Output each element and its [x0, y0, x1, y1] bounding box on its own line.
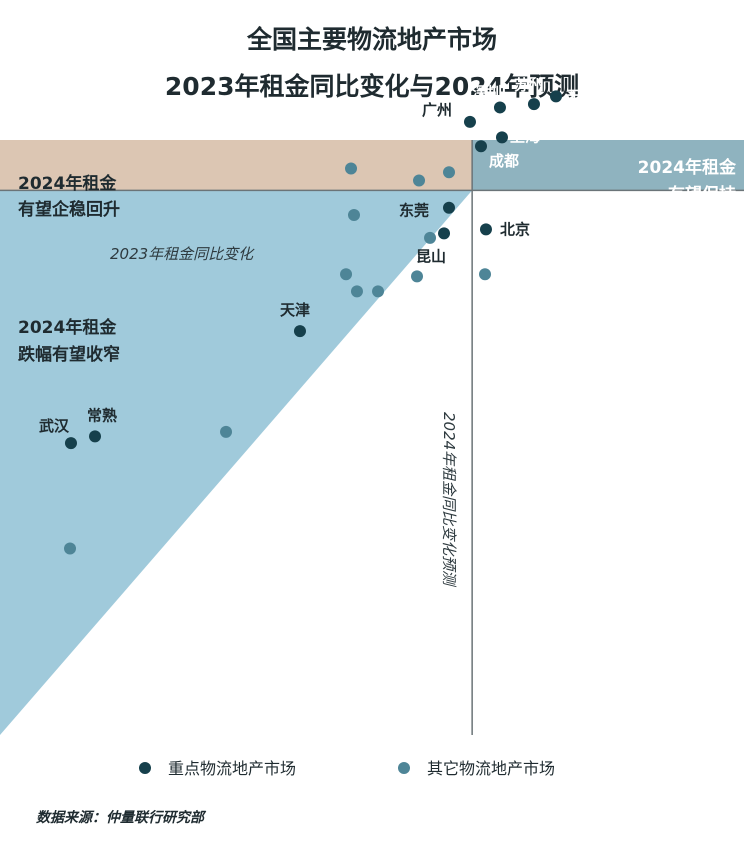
key-market-point-6 [443, 201, 456, 214]
other-market-point-7 [372, 285, 385, 298]
y-axis-label: 2024年租金同比变化预测 [440, 412, 458, 588]
bottom-left-quadrant-label-line-1: 2024年租金 [18, 317, 117, 338]
other-market-point-2 [443, 166, 456, 179]
legend-key-market-label: 重点物流地产市场 [168, 759, 296, 778]
other-market-point-3 [347, 209, 360, 222]
other-market-point-6 [350, 285, 363, 298]
city-label-6: 东莞 [399, 202, 429, 220]
city-label-4: 上海 [510, 127, 540, 145]
city-label-7: 昆山 [416, 247, 446, 265]
other-market-point-4 [424, 231, 437, 244]
chart-title-line-1: 全国主要物流地产市场 [246, 25, 497, 54]
key-market-point-10 [64, 437, 77, 450]
key-market-point-5 [474, 140, 487, 153]
key-market-point-9 [293, 325, 306, 338]
key-market-point-1 [493, 101, 506, 114]
source-note: 数据来源：仲量联行研究部 [36, 809, 207, 826]
key-market-point-11 [89, 430, 102, 443]
other-market-point-5 [340, 268, 353, 281]
top-left-quadrant-label-line-2: 有望企稳回升 [18, 199, 120, 220]
key-markets-series [64, 90, 562, 450]
city-label-9: 天津 [280, 301, 310, 319]
key-market-point-7 [438, 227, 451, 240]
city-label-3: 无锡 [565, 87, 596, 105]
other-market-point-10 [220, 425, 233, 438]
legend-key-market-marker [139, 762, 151, 774]
top-left-quadrant-label-line-1: 2024年租金 [18, 173, 117, 194]
other-market-point-1 [413, 174, 426, 187]
city-label-2: 苏州 [514, 76, 544, 94]
key-market-point-2 [527, 98, 540, 111]
city-label-5: 成都 [489, 152, 519, 170]
top-left-quadrant-band [0, 140, 473, 191]
legend-other-market-label: 其它物流地产市场 [427, 759, 555, 778]
key-market-point-8 [479, 223, 492, 236]
city-label-1: 深圳 [472, 83, 502, 101]
top-right-quadrant-label-line-2: 有望保持 [668, 184, 736, 205]
other-market-point-8 [411, 270, 424, 283]
other-market-point-11 [64, 542, 77, 555]
top-right-quadrant-label-line-3: 正增长 [685, 211, 737, 232]
legend-other-market-marker [398, 762, 410, 774]
bottom-left-triangle-region [0, 190, 473, 735]
other-markets-series [64, 162, 492, 555]
top-right-quadrant-band [472, 140, 744, 191]
top-right-quadrant-label-line-1: 2024年租金 [638, 157, 737, 178]
city-label-8: 北京 [500, 220, 530, 238]
city-label-0: 广州 [422, 101, 452, 119]
city-label-10: 武汉 [39, 417, 70, 435]
x-axis-label: 2023年租金同比变化 [110, 245, 255, 263]
chart-title-line-2: 2023年租金同比变化与2024年预测 [165, 72, 579, 101]
key-market-point-4 [495, 131, 508, 144]
city-label-11: 常熟 [87, 406, 117, 424]
other-market-point-9 [479, 268, 492, 281]
bottom-left-quadrant-label-line-2: 跌幅有望收窄 [18, 344, 120, 365]
other-market-point-0 [345, 162, 358, 175]
key-market-point-3 [549, 90, 562, 103]
key-market-point-0 [463, 115, 476, 128]
